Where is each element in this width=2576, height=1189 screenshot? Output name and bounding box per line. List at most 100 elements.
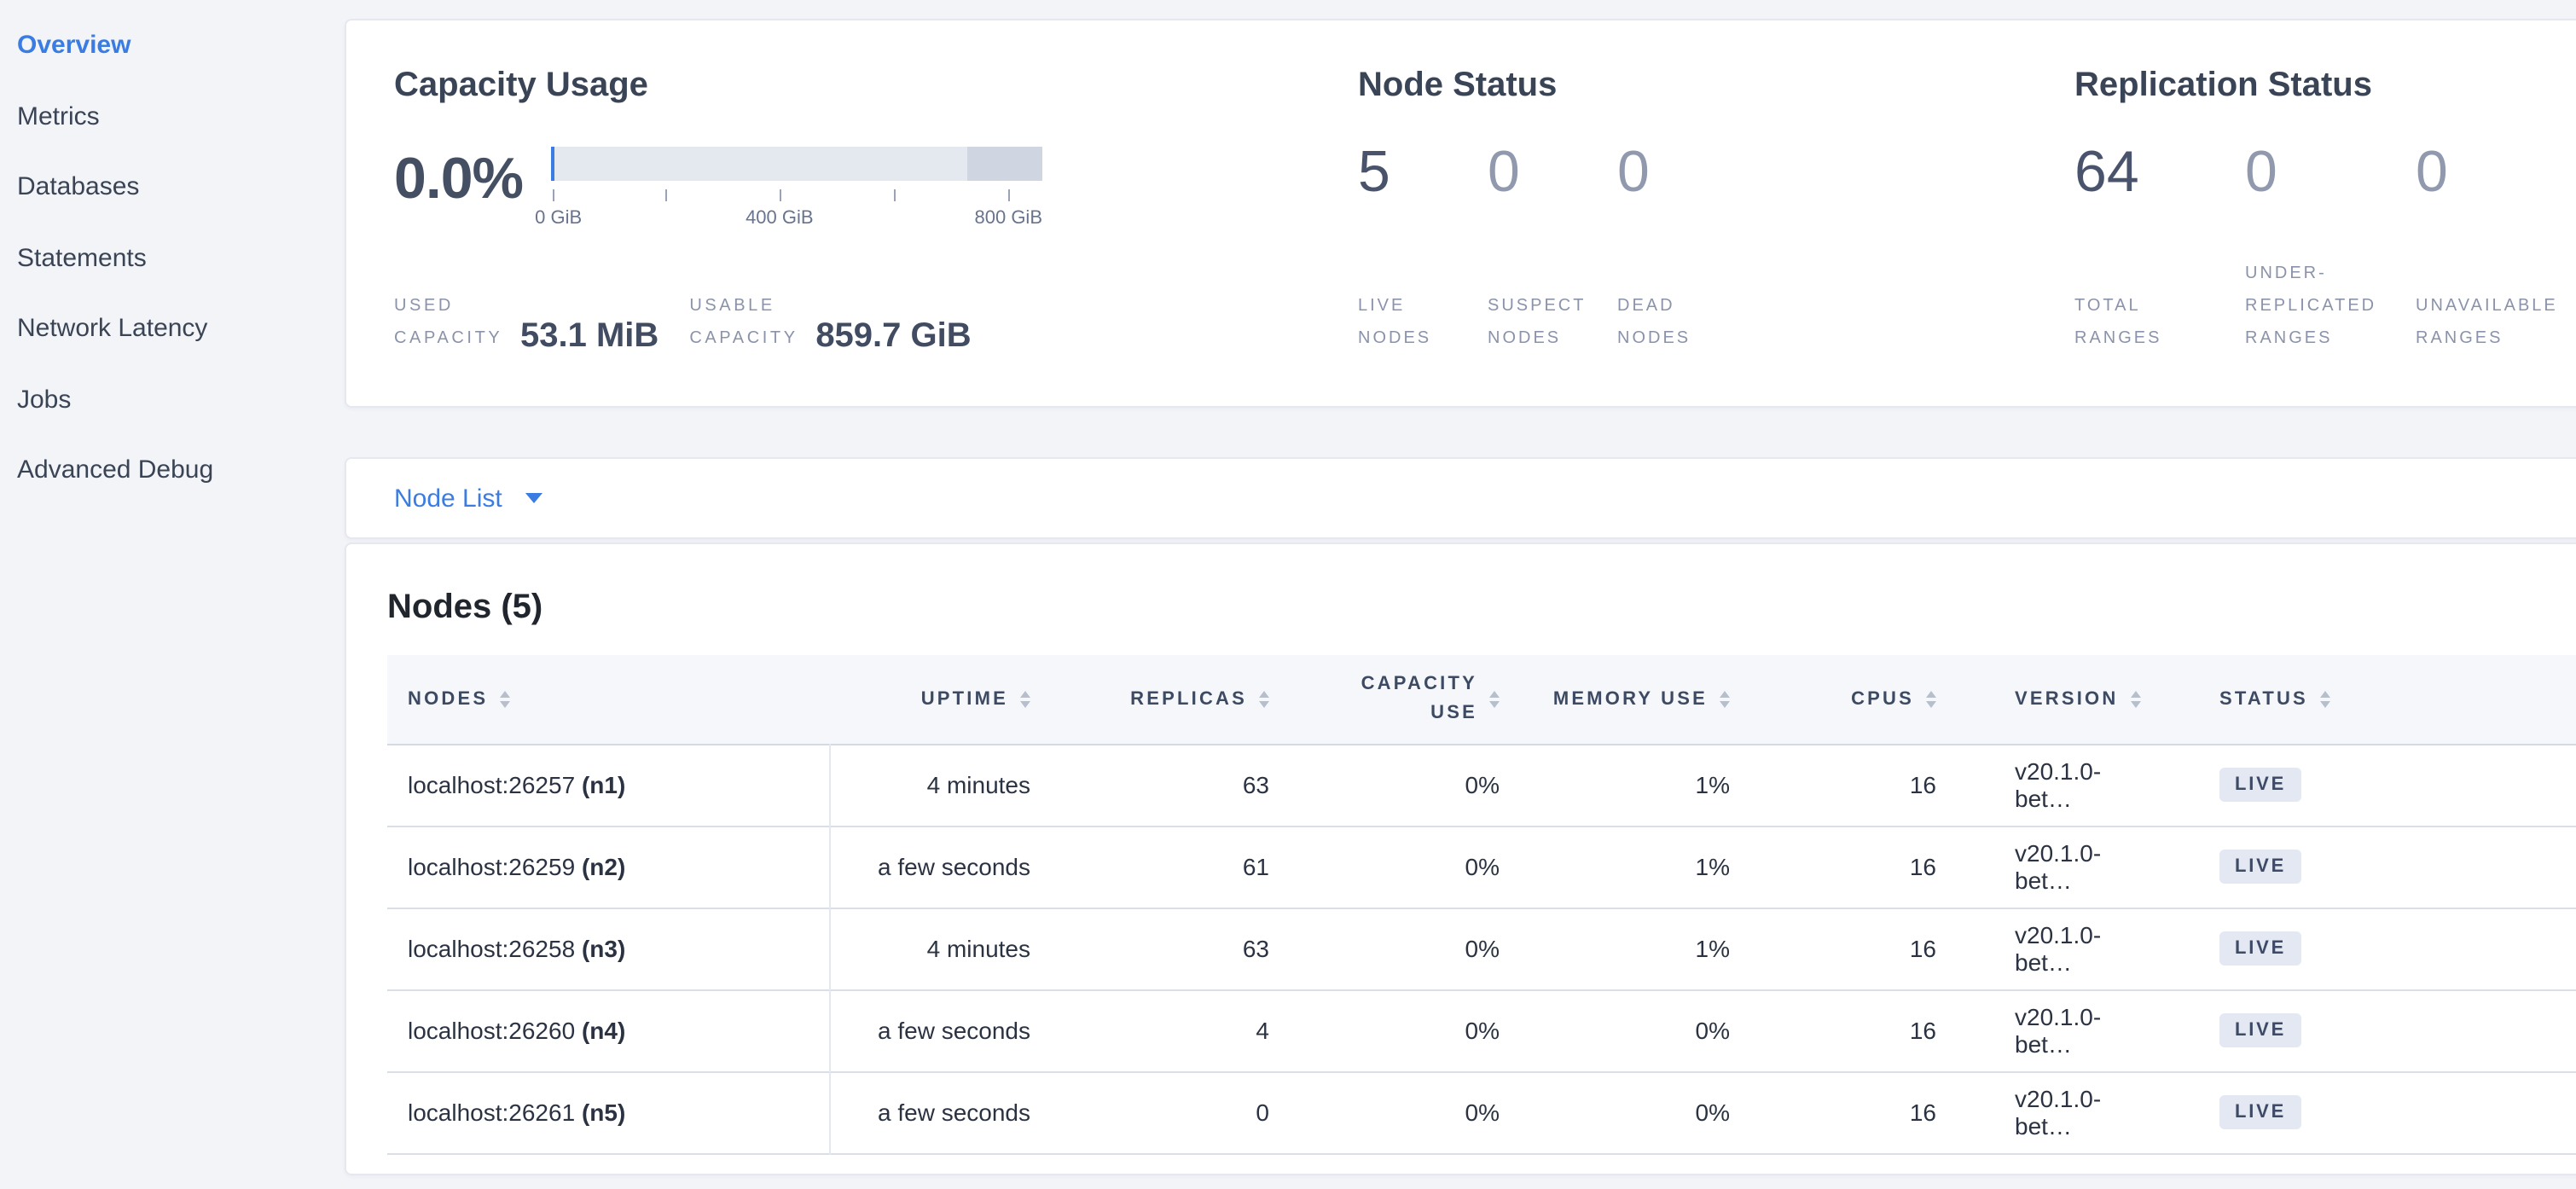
node-status-title: Node Status — [1358, 67, 1558, 104]
uptime-cell: 4 minutes — [926, 771, 1030, 798]
capacity-use-cell: 0% — [1465, 1017, 1500, 1044]
column-header-nodes[interactable]: NODES — [387, 655, 829, 744]
usable-capacity-label: USABLE CAPACITY — [689, 297, 798, 348]
column-header-capacity-use[interactable]: CAPACITY USE — [1290, 655, 1520, 744]
cpus-cell: 16 — [1909, 1099, 1936, 1126]
column-header-version[interactable]: VERSION — [1947, 655, 2151, 744]
version-cell: v20.1.0-bet… — [2015, 1085, 2102, 1140]
replicas-cell: 63 — [1242, 771, 1269, 798]
column-header-cpus[interactable]: CPUS — [1750, 655, 1947, 744]
axis-label-800gib: 800 GiB — [974, 208, 1043, 229]
sidebar: Overview Metrics Databases Statements Ne… — [0, 0, 345, 1189]
capacity-percent: 0.0% — [394, 147, 524, 212]
used-capacity-stat: USED CAPACITY 53.1 MiB — [394, 290, 659, 355]
sidebar-item-metrics[interactable]: Metrics — [17, 102, 100, 131]
usable-capacity-value: 859.7 GiB — [815, 317, 972, 355]
sort-icon — [1720, 690, 1730, 708]
table-row: localhost:26258 (n3) 4 minutes 63 0% 1% … — [387, 908, 2576, 989]
under-replicated-ranges-count: 0 — [2245, 140, 2277, 205]
capacity-axis-ticks — [551, 189, 1042, 203]
sort-icon — [1489, 690, 1500, 708]
used-capacity-label: USED CAPACITY — [394, 297, 503, 348]
node-list-dropdown-label: Node List — [394, 484, 502, 513]
nodes-table-title: Nodes (5) — [387, 589, 543, 626]
memory-use-cell: 1% — [1695, 771, 1730, 798]
cpus-cell: 16 — [1909, 1017, 1936, 1044]
column-header-uptime[interactable]: UPTIME — [829, 655, 1051, 744]
sidebar-item-network-latency[interactable]: Network Latency — [17, 314, 208, 344]
used-capacity-value: 53.1 MiB — [520, 317, 659, 355]
cluster-summary-card: Capacity Usage 0.0% — [345, 19, 2576, 408]
axis-label-400gib: 400 GiB — [746, 208, 814, 229]
axis-label-0gib: 0 GiB — [535, 208, 583, 229]
sidebar-item-databases[interactable]: Databases — [17, 172, 140, 202]
capacity-use-cell: 0% — [1465, 853, 1500, 880]
live-nodes-label: LIVE NODES — [1358, 297, 1432, 348]
unavailable-ranges-count: 0 — [2416, 140, 2448, 205]
usable-capacity-stat: USABLE CAPACITY 859.7 GiB — [689, 290, 971, 355]
table-header-row: NODES UPTIME REPLICAS CAPACITY USE MEMOR — [387, 655, 2576, 744]
status-cell: LIVE — [2151, 744, 2576, 826]
dead-nodes-label: DEAD NODES — [1617, 297, 1691, 348]
status-badge: LIVE — [2219, 1013, 2302, 1047]
node-address-cell: localhost:26258 (n3) — [387, 908, 830, 989]
sidebar-item-advanced-debug[interactable]: Advanced Debug — [17, 455, 214, 485]
live-nodes-count: 5 — [1358, 140, 1390, 205]
capacity-bar-track — [551, 147, 1042, 181]
capacity-use-cell: 0% — [1465, 771, 1500, 798]
under-replicated-ranges-label: UNDER- REPLICATED RANGES — [2245, 264, 2377, 348]
status-badge: LIVE — [2219, 850, 2302, 884]
memory-use-cell: 1% — [1695, 935, 1730, 962]
capacity-use-cell: 0% — [1465, 935, 1500, 962]
status-cell: LIVE — [2151, 989, 2576, 1071]
capacity-bar-chart: 0 GiB 400 GiB 800 GiB — [535, 147, 1043, 232]
dead-nodes-count: 0 — [1617, 140, 1650, 205]
node-address-cell: localhost:26261 (n5) — [387, 1071, 830, 1153]
total-ranges-count: 64 — [2074, 140, 2139, 205]
capacity-use-cell: 0% — [1465, 1099, 1500, 1126]
status-badge: LIVE — [2219, 768, 2302, 802]
sidebar-item-statements[interactable]: Statements — [17, 243, 147, 273]
node-address-cell: localhost:26257 (n1) — [387, 744, 830, 826]
sort-icon — [1259, 690, 1269, 708]
sidebar-item-jobs[interactable]: Jobs — [17, 385, 72, 415]
capacity-usage-title: Capacity Usage — [394, 67, 648, 104]
status-cell: LIVE — [2151, 1071, 2576, 1153]
replication-status-section: Replication Status 64 0 0 TOTAL RANGES U… — [2074, 65, 2576, 355]
table-row: localhost:26260 (n4) a few seconds 4 0% … — [387, 989, 2576, 1071]
status-cell: LIVE — [2151, 826, 2576, 908]
uptime-cell: 4 minutes — [926, 935, 1030, 962]
table-row: localhost:26261 (n5) a few seconds 0 0% … — [387, 1071, 2576, 1153]
unavailable-ranges-label: UNAVAILABLE RANGES — [2416, 297, 2558, 348]
version-cell: v20.1.0-bet… — [2015, 921, 2102, 976]
total-ranges-label: TOTAL RANGES — [2074, 297, 2162, 348]
replication-status-title: Replication Status — [2074, 67, 2372, 104]
replicas-cell: 0 — [1256, 1099, 1269, 1126]
nodes-table: NODES UPTIME REPLICAS CAPACITY USE MEMOR — [387, 655, 2576, 1154]
memory-use-cell: 0% — [1695, 1099, 1730, 1126]
capacity-usage-section: Capacity Usage 0.0% — [394, 65, 1358, 355]
cpus-cell: 16 — [1909, 853, 1936, 880]
sort-icon — [2130, 690, 2141, 708]
column-header-replicas[interactable]: REPLICAS — [1051, 655, 1290, 744]
replicas-cell: 61 — [1242, 853, 1269, 880]
suspect-nodes-label: SUSPECT NODES — [1488, 297, 1587, 348]
main-content: Capacity Usage 0.0% — [345, 0, 2576, 1189]
sort-icon — [500, 690, 511, 708]
column-header-memory-use[interactable]: MEMORY USE — [1520, 655, 1750, 744]
uptime-cell: a few seconds — [878, 1017, 1030, 1044]
replicas-cell: 4 — [1256, 1017, 1269, 1044]
replicas-cell: 63 — [1242, 935, 1269, 962]
node-address-cell: localhost:26260 (n4) — [387, 989, 830, 1071]
uptime-cell: a few seconds — [878, 853, 1030, 880]
sidebar-item-overview[interactable]: Overview — [17, 31, 131, 61]
cpus-cell: 16 — [1909, 771, 1936, 798]
status-badge: LIVE — [2219, 931, 2302, 966]
node-list-dropdown[interactable]: Node List — [345, 457, 2576, 539]
nodes-table-card: Nodes (5) NODES UPTIME REP — [345, 542, 2576, 1175]
node-status-section: Node Status 5 0 0 LIVE NODES SUSPECT NOD… — [1358, 65, 2074, 355]
status-cell: LIVE — [2151, 908, 2576, 989]
column-header-status[interactable]: STATUS — [2151, 655, 2576, 744]
capacity-axis-labels: 0 GiB 400 GiB 800 GiB — [535, 208, 1043, 232]
sort-icon — [1926, 690, 1936, 708]
